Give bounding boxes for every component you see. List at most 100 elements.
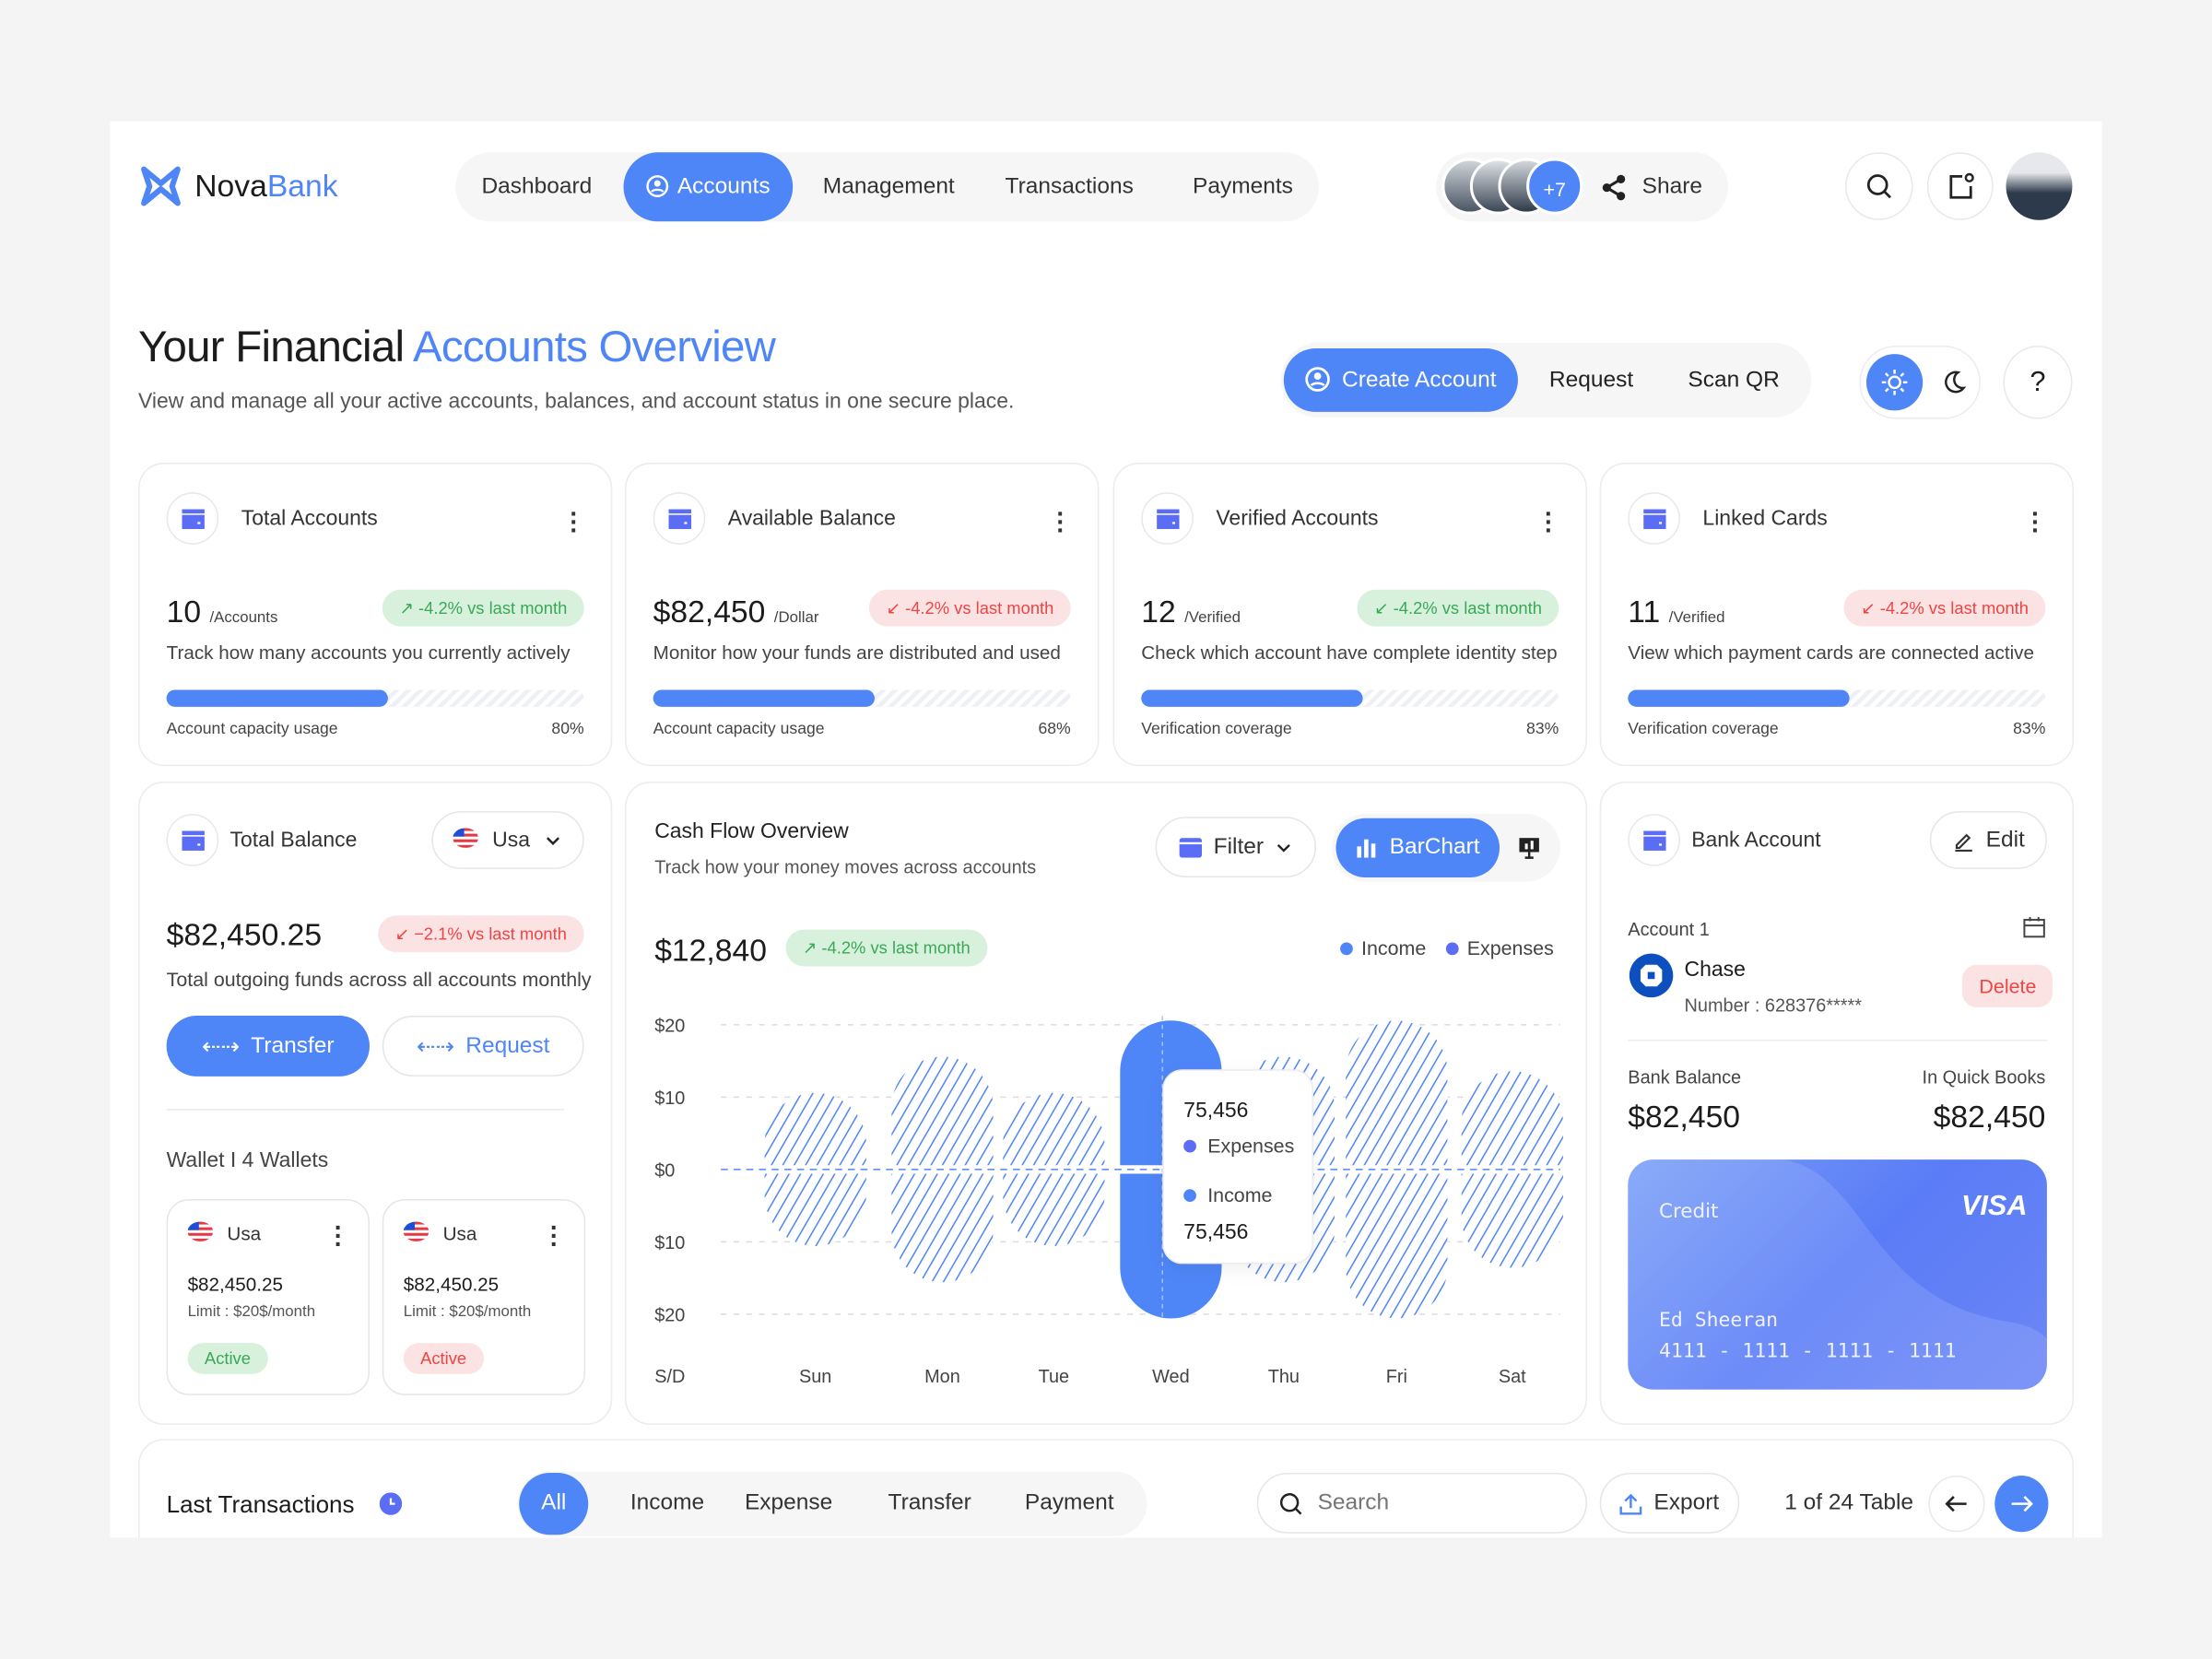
bar-expenses-sat[interactable] (1461, 1071, 1563, 1166)
delete-button[interactable]: Delete (1962, 964, 2053, 1007)
transfer-arrows-icon: ⇠⇢ (202, 1034, 241, 1059)
tab-payment[interactable]: Payment (1024, 1490, 1114, 1515)
bar-income-mon[interactable] (891, 1173, 994, 1283)
change-badge: ↙ −2.1% vs last month (378, 915, 584, 953)
stat-card: Linked Cards · · · 11 /Verified ↙ -4.2% vs… (1599, 463, 2074, 767)
bar-income-fri[interactable] (1346, 1173, 1448, 1319)
bar-expenses-mon[interactable] (891, 1056, 994, 1166)
nav-dashboard[interactable]: Dashboard (481, 174, 593, 199)
change-text: -4.2% vs last month (1879, 597, 2030, 618)
nav-accounts-label: Accounts (677, 174, 771, 199)
tooltip-income-value: 75,456 (1183, 1219, 1249, 1244)
y-tick-label: $10 (654, 1088, 685, 1109)
more-options-icon[interactable]: · · · (549, 1213, 559, 1259)
notification-button[interactable] (1926, 152, 1994, 220)
progress-bar (1628, 689, 2046, 707)
calendar-icon[interactable] (2023, 916, 2045, 938)
team-share-group: +7 Share (1436, 152, 1728, 222)
total-balance-card: Total Balance Usa $82,450.25 ↙ −2.1% vs … (137, 781, 613, 1425)
theme-toggle[interactable] (1859, 345, 1981, 419)
prev-page-button[interactable] (1928, 1476, 1985, 1533)
progress-value: 68% (1038, 721, 1071, 738)
create-account-button[interactable]: Create Account (1283, 348, 1518, 412)
search-button[interactable] (1845, 152, 1913, 220)
country-select[interactable]: Usa (431, 811, 584, 869)
bar-expenses-tue[interactable] (1003, 1092, 1105, 1166)
tab-transfer[interactable]: Transfer (888, 1490, 971, 1515)
change-text: −2.1% vs last month (414, 924, 567, 944)
calendar-icon (1179, 837, 1203, 857)
wallet-icon (181, 830, 205, 851)
stat-title: Linked Cards (1702, 506, 1828, 531)
more-options-icon[interactable]: · · · (570, 499, 579, 545)
change-text: -4.2% vs last month (905, 597, 1054, 618)
more-options-icon[interactable]: · · · (2031, 499, 2041, 545)
barchart-button[interactable]: BarChart (1335, 818, 1500, 878)
edit-button[interactable]: Edit (1929, 811, 2047, 869)
bar-chart-icon (1357, 839, 1376, 858)
change-text: -4.2% vs last month (1393, 597, 1542, 618)
request-funds-button[interactable]: ⇠⇢ Request (382, 1016, 584, 1077)
light-mode-button[interactable] (1865, 354, 1924, 411)
nav-management[interactable]: Management (822, 174, 955, 199)
clock-icon (379, 1492, 403, 1515)
nav-accounts[interactable]: Accounts (623, 152, 794, 222)
x-tick-label: Fri (1386, 1367, 1407, 1387)
stat-description: Track how many accounts you currently ac… (166, 641, 571, 664)
stat-description: Check which account have complete identi… (1141, 641, 1558, 664)
stat-unit: /Verified (1668, 609, 1725, 627)
bar-expenses-fri[interactable] (1346, 1020, 1448, 1166)
wallet-amount: $82,450.25 (403, 1274, 500, 1296)
presentation-chart-button[interactable] (1504, 818, 1555, 877)
bar-income-sat[interactable] (1461, 1173, 1563, 1268)
cash-flow-chart[interactable]: $20 $10 $0 $10 $20 S/D Sun Mon Tue Wed Thu Fri Sat (627, 782, 1589, 1426)
quickbooks-value: $82,450 (1933, 1099, 2046, 1135)
x-tick-label: Sat (1499, 1367, 1526, 1387)
nav-payments[interactable]: Payments (1193, 174, 1293, 199)
wallet-country-label: Usa (442, 1223, 477, 1244)
bar-expenses-sun[interactable] (764, 1092, 866, 1166)
more-options-icon[interactable]: · · · (1545, 499, 1554, 545)
presentation-icon (1519, 838, 1539, 859)
export-button[interactable]: Export (1599, 1472, 1740, 1534)
dark-mode-button[interactable] (1931, 354, 1976, 410)
notification-icon (1948, 172, 1974, 199)
progress-fill (1628, 689, 1850, 707)
wallet-card[interactable]: Usa · · · $82,450.25 Limit : $20$/month Ac… (166, 1199, 371, 1395)
next-page-button[interactable] (1994, 1476, 2049, 1533)
tab-all[interactable]: All (519, 1472, 589, 1535)
stat-value: 12 /Verified (1141, 594, 1241, 630)
search-field[interactable] (1256, 1472, 1587, 1534)
scan-qr-button[interactable]: Scan QR (1688, 367, 1780, 392)
logo[interactable]: NovaBank (138, 164, 338, 209)
filter-button[interactable]: Filter (1155, 817, 1317, 878)
arrow-up-right-icon: ↗ (399, 597, 419, 618)
transfer-button[interactable]: ⇠⇢ Transfer (166, 1016, 371, 1077)
arrow-down-left-icon: ↙ (394, 924, 415, 944)
more-options-icon[interactable]: · · · (334, 1213, 343, 1259)
y-tick-label: $20 (654, 1016, 685, 1036)
search-input[interactable] (1317, 1490, 1558, 1516)
status-badge: Active (187, 1343, 268, 1374)
request-button[interactable]: Request (1548, 367, 1634, 392)
wallet-icon-badge (653, 492, 706, 545)
more-options-icon[interactable]: · · · (1056, 499, 1065, 545)
progress-fill (653, 689, 875, 707)
bar-income-sun[interactable] (764, 1173, 866, 1246)
card-number: 4111 - 1111 - 1111 - 1111 (1658, 1340, 1957, 1363)
share-button[interactable]: Share (1600, 152, 1702, 221)
help-button[interactable]: ? (2003, 345, 2073, 419)
sun-icon (1881, 370, 1908, 395)
share-icon (1602, 174, 1626, 200)
wallet-card[interactable]: Usa · · · $82,450.25 Limit : $20$/month Ac… (382, 1199, 586, 1395)
search-icon (1866, 174, 1891, 199)
credit-card[interactable]: Credit VISA Ed Sheeran 4111 - 1111 - 111… (1628, 1159, 2047, 1390)
team-more-count[interactable]: +7 (1526, 158, 1583, 215)
tab-expense[interactable]: Expense (744, 1490, 833, 1515)
bar-income-tue[interactable] (1003, 1173, 1105, 1246)
moon-icon (1945, 371, 1967, 394)
change-text: -4.2% vs last month (418, 597, 568, 618)
tab-income[interactable]: Income (629, 1490, 705, 1515)
nav-transactions[interactable]: Transactions (1005, 174, 1134, 199)
user-avatar[interactable] (2006, 152, 2073, 220)
